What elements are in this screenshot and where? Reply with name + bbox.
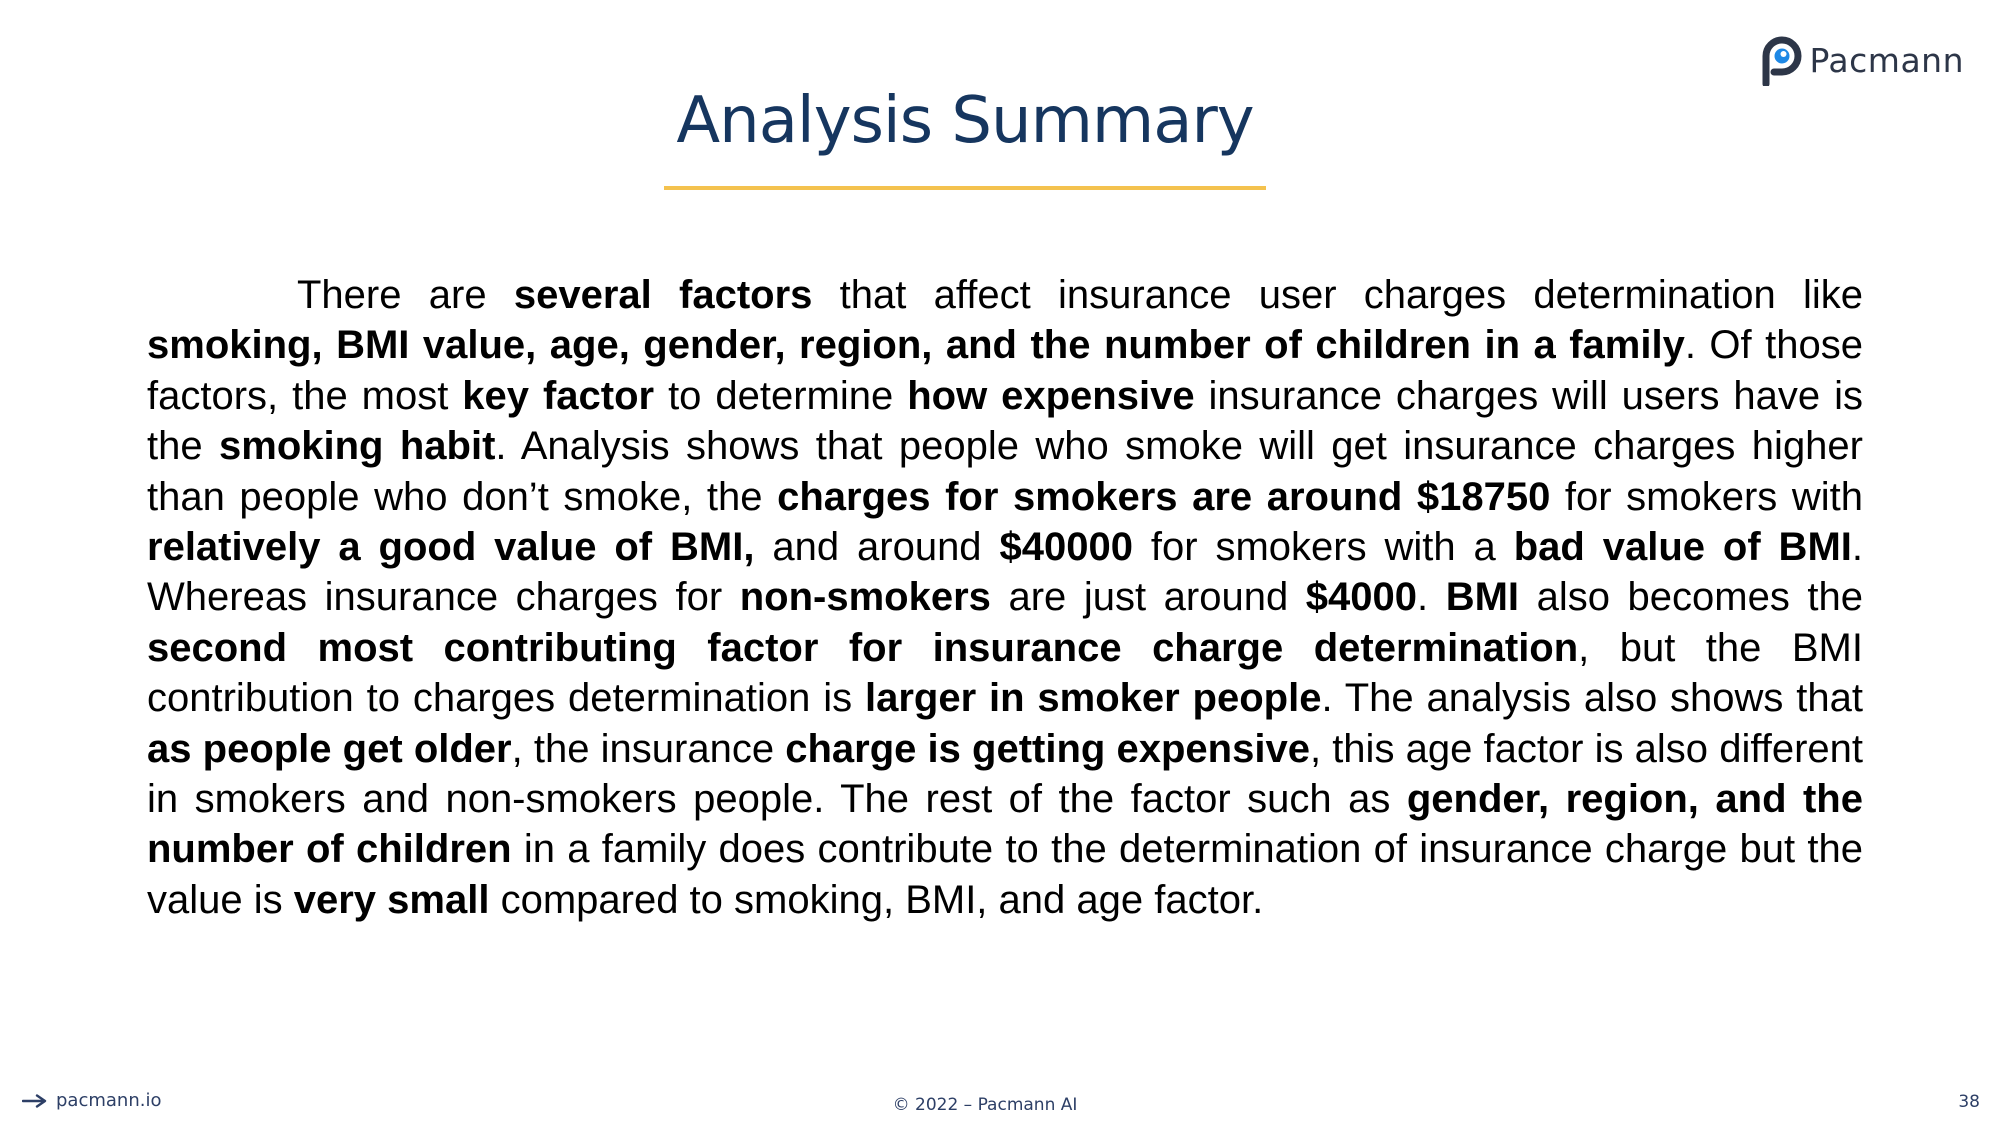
summary-paragraph: There are several factors that affect in… [147, 270, 1863, 925]
emphasis-text: very small [293, 877, 490, 922]
paragraph-text: , the insurance [511, 726, 786, 771]
emphasis-text: smoking habit [219, 424, 496, 469]
footer-website-link[interactable]: pacmann.io [22, 1090, 161, 1111]
paragraph-text: compared to smoking, BMI, and age factor… [489, 877, 1264, 922]
emphasis-text: BMI [1445, 575, 1520, 620]
emphasis-text: key factor [462, 373, 655, 418]
brand-logo: Pacmann [1760, 34, 1964, 86]
page-number: 38 [1958, 1092, 1980, 1112]
copyright-notice: © 2022 – Pacmann AI [892, 1095, 1078, 1115]
paragraph-text: . Analysis shows that people who smoke w… [147, 424, 1863, 519]
emphasis-text: how expensive [907, 373, 1195, 418]
emphasis-text: gender, region, and the number of childr… [147, 777, 1863, 872]
paragraph-text: . Of those factors, the most [147, 323, 1863, 418]
paragraph-text: There are [297, 273, 514, 317]
emphasis-text: $4000 [1305, 575, 1417, 620]
paragraph-text: also becomes the [1519, 575, 1863, 620]
emphasis-text: as people get older [147, 726, 512, 771]
emphasis-text: non-smokers [739, 575, 991, 620]
paragraph-text: are just around [990, 575, 1306, 620]
slide-title: Analysis Summary [676, 84, 1254, 158]
paragraph-text: . Whereas insurance charges for [147, 525, 1864, 620]
paragraph-text: , but the BMI contribution to charges de… [147, 625, 1863, 721]
emphasis-text: $40000 [999, 525, 1133, 570]
paragraph-text: to determine [654, 373, 908, 418]
emphasis-text: charge is getting expensive [785, 726, 1310, 771]
emphasis-text: charges for smokers are around $18750 [777, 474, 1551, 519]
paragraph-text: and around [754, 525, 1000, 570]
paragraph-text: in a family does contribute to the deter… [147, 827, 1863, 922]
emphasis-text: smoking, BMI value, age, gender, region,… [147, 323, 1685, 368]
emphasis-text: bad value of BMI [1513, 525, 1852, 570]
paragraph-text: for smokers with a [1132, 525, 1514, 570]
paragraph-text: , this age factor is also different in s… [147, 726, 1864, 822]
paragraph-text: that affect insurance user charges deter… [812, 273, 1864, 317]
paragraph-text: for smokers with [1550, 474, 1863, 519]
arrow-right-icon [22, 1093, 47, 1108]
pacmann-logo-icon [1762, 36, 1801, 86]
footer-link-text[interactable]: pacmann.io [56, 1090, 162, 1111]
paragraph-text: insurance charges will users have is the [147, 373, 1864, 469]
paragraph-text: . [1417, 575, 1446, 620]
paragraph-text: . The analysis also shows that [1321, 676, 1864, 721]
brand-name: Pacmann [1809, 40, 1964, 80]
emphasis-text: larger in smoker people [864, 676, 1322, 721]
title-underline [664, 186, 1266, 190]
emphasis-text: several factors [513, 273, 813, 317]
emphasis-text: relatively a good value of BMI, [147, 525, 755, 570]
emphasis-text: second most contributing factor for insu… [147, 625, 1579, 670]
